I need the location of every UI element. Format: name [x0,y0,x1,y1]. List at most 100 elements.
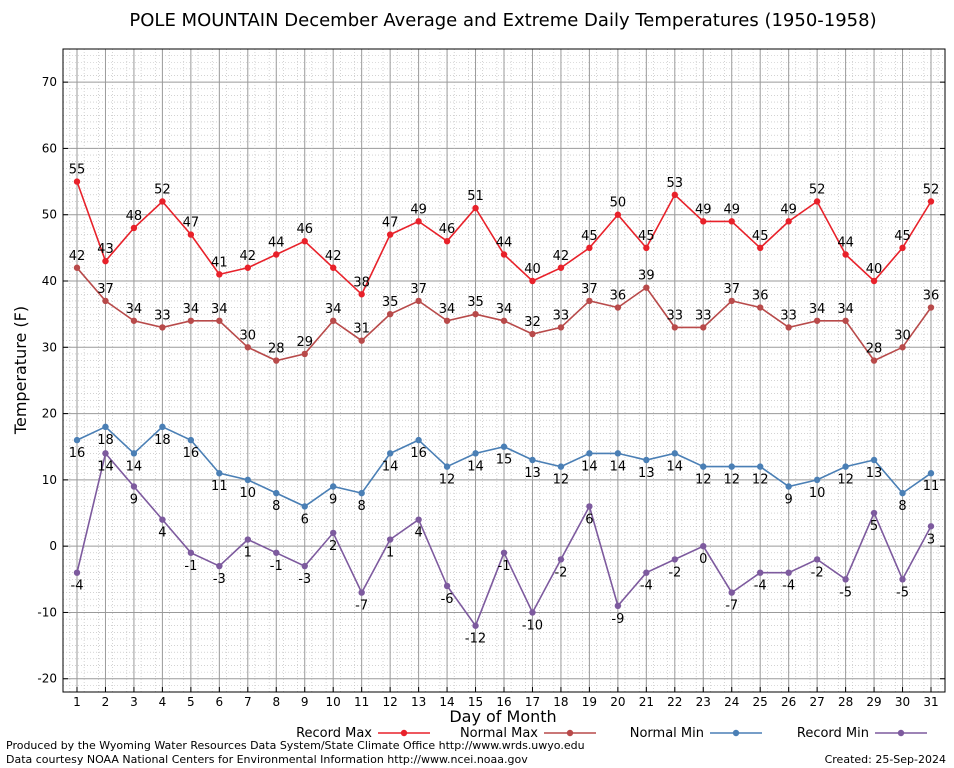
legend-label-normal-max: Normal Max [460,726,538,741]
normal-min-data-label: 15 [496,453,513,468]
normal-max-data-label: 33 [154,308,171,323]
normal-max-data-label: 37 [581,282,598,297]
normal-min-point [700,463,707,470]
normal-max-data-label: 31 [353,322,370,337]
record-max-data-label: 44 [496,235,513,250]
normal-max-data-label: 34 [183,302,200,317]
record-max-point [870,277,878,285]
legend-marker-record-max [400,729,408,737]
normal-min-point [443,463,451,470]
x-tick-label: 6 [216,695,224,709]
record-max-data-label: 42 [553,249,570,264]
x-tick-label: 15 [468,695,483,709]
record-min-data-label: -3 [298,572,311,587]
normal-max-point [614,304,622,311]
normal-max-point [187,317,195,324]
record-min-point [472,622,479,629]
record-min-data-label: -12 [465,632,486,647]
normal-min-data-label: 12 [752,473,769,488]
record-max-point [244,264,251,271]
normal-min-point [102,423,109,431]
record-max-data-label: 49 [723,202,740,217]
x-tick-label: 25 [753,695,768,709]
record-min-point [244,536,251,543]
normal-min-point [813,476,821,484]
record-min-point [757,569,764,576]
record-min-point [671,556,678,563]
record-max-data-label: 52 [923,182,940,197]
normal-max-data-label: 30 [894,328,911,343]
record-max-data-label: 49 [780,202,797,217]
normal-min-point [273,489,280,497]
record-min-point [415,516,422,523]
record-min-point [927,523,935,530]
normal-max-point [301,350,308,358]
record-max-data-label: 45 [894,229,911,244]
record-max-data-label: 49 [695,202,712,217]
normal-max-data-label: 28 [268,342,285,357]
record-max-data-label: 46 [439,222,456,237]
record-min-data-label: -2 [554,565,567,580]
y-tick-label: 0 [49,539,57,553]
record-min-point [870,509,878,517]
normal-max-data-label: 29 [296,335,313,350]
x-tick-label: 26 [781,695,796,709]
x-tick-label: 19 [582,695,597,709]
record-max-point [813,198,821,205]
record-max-point [102,257,109,265]
normal-min-point [927,470,935,477]
record-min-point [643,569,650,576]
y-axis-label: Temperature (F) [11,306,30,435]
record-min-point [301,562,308,570]
record-max-data-label: 47 [183,216,200,231]
normal-max-data-label: 42 [69,249,86,264]
normal-min-data-label: 8 [898,499,906,514]
record-max-point [443,238,451,245]
record-max-data-label: 40 [866,262,883,277]
footer-data-courtesy: Data courtesy NOAA National Centers for … [6,753,528,766]
normal-min-data-label: 8 [272,499,280,514]
normal-max-data-label: 37 [723,282,740,297]
normal-max-point [899,344,906,351]
normal-min-point [472,450,479,457]
record-min-data-label: 3 [927,532,935,547]
record-min-point [700,542,707,550]
record-max-point [557,264,565,271]
record-max-point [386,231,394,238]
y-tick-label: -10 [37,605,57,619]
record-min-data-label: -9 [611,612,624,627]
normal-max-data-label: 33 [780,308,797,323]
normal-max-data-label: 34 [126,302,143,317]
normal-max-data-label: 34 [496,302,513,317]
legend-label-record-max: Record Max [296,726,372,741]
x-tick-label: 16 [496,695,511,709]
normal-max-point [443,317,451,324]
normal-max-point [842,317,849,324]
normal-min-data-label: 14 [126,459,143,474]
series-group [73,178,935,629]
normal-max-data-label: 34 [211,302,228,317]
record-min-data-label: -4 [782,579,795,594]
normal-max-data-label: 34 [439,302,456,317]
record-min-point [358,589,365,596]
footer-produced-by: Produced by the Wyoming Water Resources … [6,739,585,752]
record-min-data-label: 6 [585,512,593,527]
normal-max-data-label: 39 [638,269,655,284]
legend-marker-record-min [897,729,905,737]
record-min-point [386,536,394,543]
normal-max-point [159,324,166,331]
normal-max-point [700,324,707,331]
x-tick-label: 31 [923,695,938,709]
normal-max-data-label: 35 [382,295,399,310]
record-min-data-label: -6 [441,592,454,607]
record-min-data-label: -1 [184,559,197,574]
normal-max-point [273,357,280,364]
normal-min-data-label: 18 [154,433,171,448]
normal-min-point [899,489,906,497]
x-tick-label: 3 [130,695,138,709]
record-min-point [73,569,81,576]
record-max-point [301,238,308,245]
normal-min-data-label: 10 [809,486,826,501]
normal-min-point [643,456,650,464]
